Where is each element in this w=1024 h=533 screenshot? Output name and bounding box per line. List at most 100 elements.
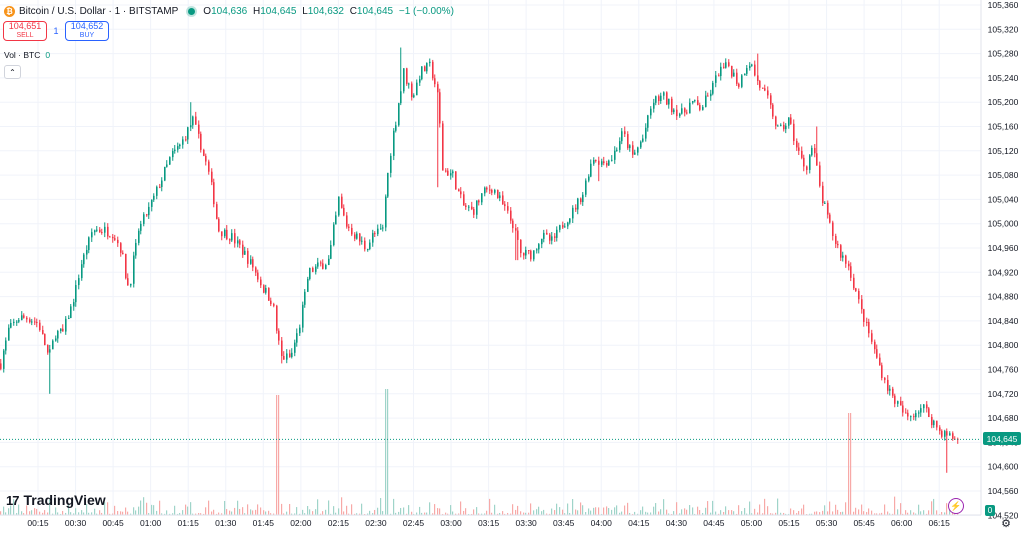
volume-bar: [125, 507, 127, 515]
price-tick-label: 105,080: [988, 170, 1019, 180]
candle-body: [114, 238, 116, 240]
candle-body: [939, 427, 941, 431]
collapse-legend-button[interactable]: ⌃: [4, 65, 21, 79]
volume-bar: [411, 511, 413, 515]
buy-button[interactable]: 104,652 BUY: [65, 21, 109, 41]
sell-price: 104,651: [8, 21, 42, 31]
volume-bar: [75, 508, 77, 515]
volume-bar: [923, 510, 925, 515]
volume-legend[interactable]: Vol · BTC 0: [4, 50, 50, 60]
volume-bar: [900, 503, 902, 515]
candle-body: [247, 250, 249, 264]
candle-body: [502, 195, 504, 205]
candle-body: [814, 147, 816, 154]
volume-bar: [439, 508, 441, 515]
volume-bar: [421, 512, 423, 515]
volume-bar: [354, 513, 356, 515]
price-tick-label: 104,760: [988, 365, 1019, 375]
volume-bar: [653, 506, 655, 515]
volume-bar: [192, 513, 194, 515]
candle-body: [806, 166, 808, 170]
volume-bar: [926, 513, 928, 515]
volume-bar: [213, 509, 215, 515]
candle-body: [803, 157, 805, 167]
candle-body: [801, 150, 803, 158]
candle-body: [736, 72, 738, 84]
price-tick-label: 105,320: [988, 24, 1019, 34]
gear-icon[interactable]: ⚙: [1001, 517, 1011, 530]
candle-body: [255, 267, 257, 273]
volume-bar: [933, 498, 935, 515]
volume-value: 0: [45, 50, 51, 60]
price-tick-label: 105,280: [988, 49, 1019, 59]
volume-bar: [822, 510, 824, 515]
candle-body: [798, 147, 800, 151]
volume-bar: [42, 512, 44, 515]
volume-bar: [265, 511, 267, 515]
price-tick-label: 104,920: [988, 267, 1019, 277]
candle-body: [861, 299, 863, 310]
candle-body: [510, 210, 512, 221]
candle-body: [910, 416, 912, 418]
volume-bar: [465, 508, 467, 515]
candle-body: [627, 134, 629, 149]
candle-body: [377, 228, 379, 235]
candle-body: [229, 239, 231, 241]
candle-body: [21, 315, 23, 321]
symbol-header[interactable]: ₿ Bitcoin / U.S. Dollar · 1 · BITSTAMP O…: [4, 3, 454, 19]
candle-body: [447, 170, 449, 176]
candle-body: [263, 285, 265, 293]
volume-bar: [801, 508, 803, 515]
candle-body: [156, 186, 158, 196]
volume-bar: [29, 511, 31, 515]
candle-body: [689, 102, 691, 114]
symbol-title[interactable]: Bitcoin / U.S. Dollar · 1 · BITSTAMP: [19, 5, 179, 17]
candle-body: [83, 254, 85, 265]
time-tick-label: 03:15: [478, 518, 500, 528]
volume-bar: [754, 508, 756, 515]
candle-body: [99, 229, 101, 232]
candle-body: [595, 160, 597, 162]
candle-body: [528, 250, 530, 252]
candle-body: [749, 65, 751, 69]
volume-bar: [689, 505, 691, 515]
candle-body: [679, 113, 681, 117]
candle-body: [580, 198, 582, 203]
candle-body: [200, 133, 202, 150]
candle-body: [211, 171, 213, 183]
candle-body: [569, 218, 571, 223]
volume-bar: [104, 502, 106, 515]
market-status-dot[interactable]: [188, 7, 196, 15]
price-tick-label: 105,000: [988, 219, 1019, 229]
volume-bar: [140, 500, 142, 515]
candle-body: [325, 265, 327, 269]
candle-body: [411, 83, 413, 98]
candle-body: [34, 321, 36, 323]
candle-body: [952, 433, 954, 439]
volume-bar: [442, 513, 444, 515]
tradingview-logo[interactable]: 17 TradingView: [6, 492, 106, 508]
volume-bar: [944, 512, 946, 515]
candle-body: [915, 413, 917, 418]
candle-body: [692, 100, 694, 103]
candle-body: [307, 278, 309, 292]
candle-body: [26, 317, 28, 320]
candle-body: [130, 283, 132, 286]
candle-body: [367, 249, 369, 251]
candle-body: [746, 68, 748, 74]
candle-body: [632, 145, 634, 155]
volume-bar: [770, 513, 772, 515]
sell-button[interactable]: 104,651 SELL: [3, 21, 47, 41]
candle-body: [634, 152, 636, 155]
candle-body: [151, 199, 153, 207]
candle-body: [637, 147, 639, 153]
volume-bar: [533, 510, 535, 515]
volume-bar: [252, 510, 254, 515]
time-axis[interactable]: 00:15 00:30 00:45 01:00 01:15 01:30 01:45 02:00…: [27, 518, 950, 528]
volume-bar: [312, 511, 314, 515]
order-quantity[interactable]: 1: [53, 26, 59, 36]
volume-bar: [211, 511, 213, 515]
volume-bar: [450, 505, 452, 515]
bolt-icon[interactable]: ⚡: [948, 498, 964, 514]
